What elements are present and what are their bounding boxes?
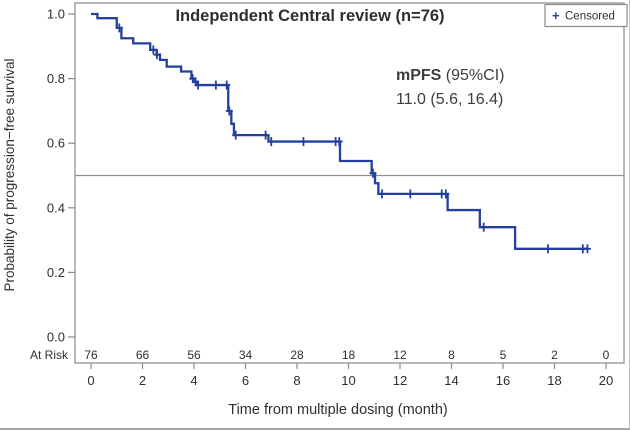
km-curve [91,12,588,250]
legend: + Censored [544,3,628,28]
at-risk-row: 76 66 56 34 28 18 12 8 5 2 0 [84,348,609,362]
km-curve-group [91,12,588,250]
at-risk-value: 28 [290,348,304,362]
x-axis-ticks: 0 2 4 6 8 10 12 14 16 18 20 [87,363,613,388]
mpfs-annotation-line1: mPFS (95%CI) [396,67,504,84]
at-risk-value: 2 [551,348,558,362]
censor-mark [583,244,591,254]
censor-mark [442,189,450,199]
at-risk-value: 8 [448,348,455,362]
x-tick-label: 20 [599,373,613,388]
at-risk-value: 66 [136,348,150,362]
x-axis-title: Time from multiple dosing (month) [228,402,447,418]
y-tick-label: 0.2 [47,265,65,280]
y-tick-label: 1.0 [47,7,65,22]
x-tick-label: 4 [190,373,197,388]
x-tick-label: 8 [293,373,300,388]
at-risk-value: 12 [393,348,407,362]
x-tick-label: 2 [139,373,146,388]
censor-mark [212,80,220,90]
at-risk-value: 56 [187,348,201,362]
censor-mark [149,45,157,55]
x-tick-label: 12 [393,373,407,388]
x-tick-label: 18 [547,373,561,388]
censor-mark [225,106,233,116]
legend-box [544,3,628,28]
censor-mark [369,168,377,178]
censor-mark [115,23,123,33]
y-axis-title: Probability of progression−free survival [2,59,17,292]
censor-mark [232,130,240,140]
at-risk-value: 34 [239,348,253,362]
censored-plus-icon: + [552,8,560,23]
y-tick-label: 0.0 [47,330,65,345]
censor-mark [262,130,270,140]
y-tick-label: 0.4 [47,200,65,215]
x-tick-label: 16 [496,373,510,388]
censor-mark [406,189,414,199]
mpfs-annotation: mPFS (95%CI) 11.0 (5.6, 16.4) [396,67,504,108]
mpfs-label-rest: (95%CI) [441,67,504,84]
mpfs-label-bold: mPFS [396,67,442,84]
at-risk-label: At Risk [30,348,69,362]
at-risk-value: 5 [500,348,507,362]
plot-title: Independent Central review (n=76) [175,7,444,25]
censor-mark [378,189,386,199]
y-axis-ticks: 0.0 0.2 0.4 0.6 0.8 1.0 [47,7,75,345]
x-tick-label: 10 [341,373,355,388]
censor-mark [194,80,202,90]
censor-mark [480,222,488,232]
y-tick-label: 0.8 [47,71,65,86]
censor-mark [544,244,552,254]
at-risk-value: 76 [84,348,98,362]
at-risk-value: 18 [342,348,356,362]
x-tick-label: 14 [444,373,458,388]
mpfs-annotation-line2: 11.0 (5.6, 16.4) [396,91,503,108]
at-risk-value: 0 [603,348,610,362]
censor-mark [267,137,275,147]
censor-mark [153,50,161,60]
plot-frame [74,2,625,364]
x-tick-label: 6 [242,373,249,388]
y-tick-label: 0.6 [47,136,65,151]
censor-mark [335,137,343,147]
censor-mark [299,137,307,147]
x-tick-label: 0 [87,373,94,388]
legend-label: Censored [565,11,615,23]
censor-marks-group [115,23,591,254]
censor-mark [223,80,231,90]
